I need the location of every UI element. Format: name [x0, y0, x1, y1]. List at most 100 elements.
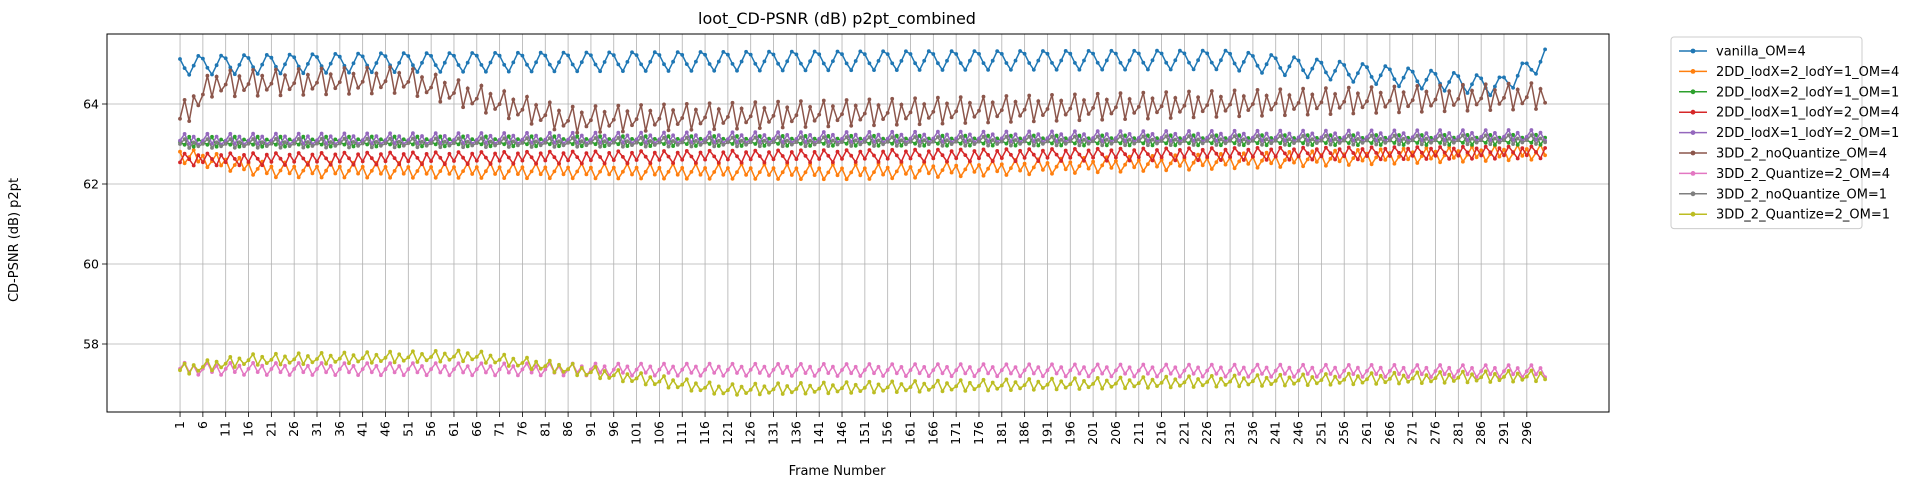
data-point: [1173, 137, 1178, 142]
data-point: [516, 151, 520, 156]
data-point: [1433, 72, 1438, 76]
data-point: [214, 163, 219, 168]
x-tick-label: 216: [1154, 421, 1169, 445]
data-point: [1447, 157, 1452, 161]
data-point: [520, 165, 525, 170]
data-point: [908, 156, 913, 161]
data-point: [1337, 147, 1342, 152]
data-point: [342, 66, 347, 70]
data-point: [516, 373, 520, 378]
data-point: [630, 123, 634, 128]
data-point: [1059, 58, 1064, 63]
data-point: [1146, 385, 1150, 390]
data-point: [1365, 99, 1369, 104]
data-point: [328, 134, 333, 139]
data-point: [684, 135, 689, 140]
data-point: [1082, 158, 1086, 163]
data-point: [506, 134, 511, 139]
data-point: [447, 357, 452, 362]
data-point: [1182, 135, 1187, 140]
data-point: [1214, 160, 1219, 165]
data-point: [812, 390, 817, 394]
data-point: [1456, 153, 1461, 158]
data-point: [835, 136, 840, 141]
data-point: [557, 161, 561, 166]
data-point: [255, 134, 260, 139]
data-point: [1054, 152, 1059, 157]
data-point: [762, 364, 767, 369]
data-point: [986, 143, 990, 148]
data-point: [853, 138, 858, 143]
data-point: [1091, 51, 1095, 56]
data-point: [1383, 64, 1388, 69]
data-point: [1264, 93, 1269, 98]
data-point: [1524, 369, 1529, 374]
data-point: [739, 59, 744, 64]
data-point: [1104, 97, 1109, 102]
data-point: [858, 117, 863, 122]
data-point: [264, 87, 269, 92]
data-point: [949, 170, 954, 175]
data-point: [1045, 136, 1050, 141]
data-point: [242, 373, 246, 377]
data-point: [228, 151, 233, 156]
data-point: [1305, 151, 1310, 156]
data-point: [1301, 362, 1305, 367]
data-point: [616, 368, 621, 372]
data-point: [1511, 107, 1515, 112]
data-point: [611, 137, 616, 142]
data-point: [1515, 142, 1520, 147]
data-point: [995, 149, 1000, 153]
data-point: [296, 131, 301, 136]
data-point: [397, 134, 402, 139]
data-point: [904, 374, 908, 378]
data-point: [328, 140, 333, 144]
data-point: [1109, 374, 1114, 379]
data-point: [1273, 135, 1278, 140]
data-point: [739, 160, 744, 165]
data-point: [525, 149, 529, 154]
data-point: [968, 143, 972, 148]
data-point: [1141, 90, 1146, 95]
data-point: [210, 72, 214, 77]
data-point: [862, 52, 867, 57]
data-point: [826, 371, 831, 375]
data-point: [1283, 133, 1287, 138]
data-point: [1447, 131, 1452, 135]
data-point: [488, 353, 493, 358]
data-point: [1456, 135, 1461, 139]
data-point: [223, 142, 228, 146]
data-point: [1342, 138, 1347, 143]
data-point: [862, 368, 867, 372]
data-point: [379, 143, 383, 148]
data-point: [986, 388, 990, 393]
data-point: [1383, 380, 1388, 385]
data-point: [1141, 362, 1146, 367]
data-point: [707, 62, 712, 66]
data-point: [1264, 365, 1269, 370]
data-point: [210, 134, 214, 139]
data-point: [347, 168, 351, 173]
data-point: [1045, 107, 1050, 111]
data-point: [616, 142, 621, 147]
data-point: [315, 367, 319, 371]
data-point: [1310, 375, 1315, 379]
data-point: [972, 114, 977, 119]
data-point: [1050, 61, 1054, 65]
data-point: [1406, 375, 1410, 379]
data-point: [721, 50, 726, 54]
data-point: [292, 55, 297, 60]
data-point: [981, 147, 986, 152]
data-point: [579, 133, 584, 138]
data-point: [502, 62, 507, 67]
data-point: [662, 176, 666, 181]
data-point: [1178, 109, 1182, 114]
data-point: [1388, 98, 1392, 103]
data-point: [954, 368, 959, 373]
data-point: [1534, 379, 1538, 384]
data-point: [333, 373, 338, 377]
data-point: [1506, 144, 1511, 149]
data-point: [844, 61, 849, 66]
data-point: [1356, 157, 1360, 162]
data-point: [1515, 87, 1520, 92]
